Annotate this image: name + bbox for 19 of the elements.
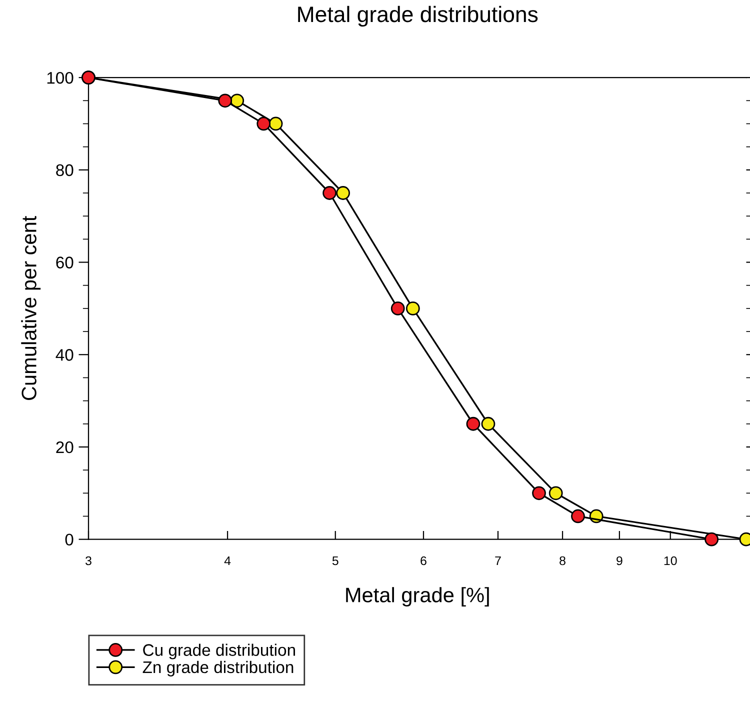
- legend-label: Zn grade distribution: [142, 660, 294, 676]
- x-tick-label: 8: [560, 556, 566, 566]
- y-tick-label: 60: [56, 256, 74, 268]
- y-tick-label: 100: [47, 72, 74, 84]
- x-tick-label: 10: [664, 556, 677, 566]
- x-axis-title: Metal grade [%]: [346, 587, 489, 607]
- y-tick-label: 0: [65, 534, 74, 546]
- x-tick-label: 7: [495, 556, 501, 566]
- x-tick-label: 9: [616, 556, 622, 566]
- chart-title: Metal grade distributions: [298, 6, 538, 27]
- y-tick-label: 20: [56, 441, 74, 454]
- y-axis-title: Cumulative per cent: [21, 216, 41, 400]
- x-tick-label: 6: [420, 556, 426, 566]
- x-tick-label: 5: [332, 556, 338, 566]
- legend-label: Cu grade distribution: [143, 644, 295, 660]
- y-tick-label: 80: [56, 164, 74, 176]
- y-tick-label: 40: [56, 349, 74, 361]
- x-tick-label: 4: [224, 556, 231, 566]
- x-tick-label: 3: [86, 556, 92, 566]
